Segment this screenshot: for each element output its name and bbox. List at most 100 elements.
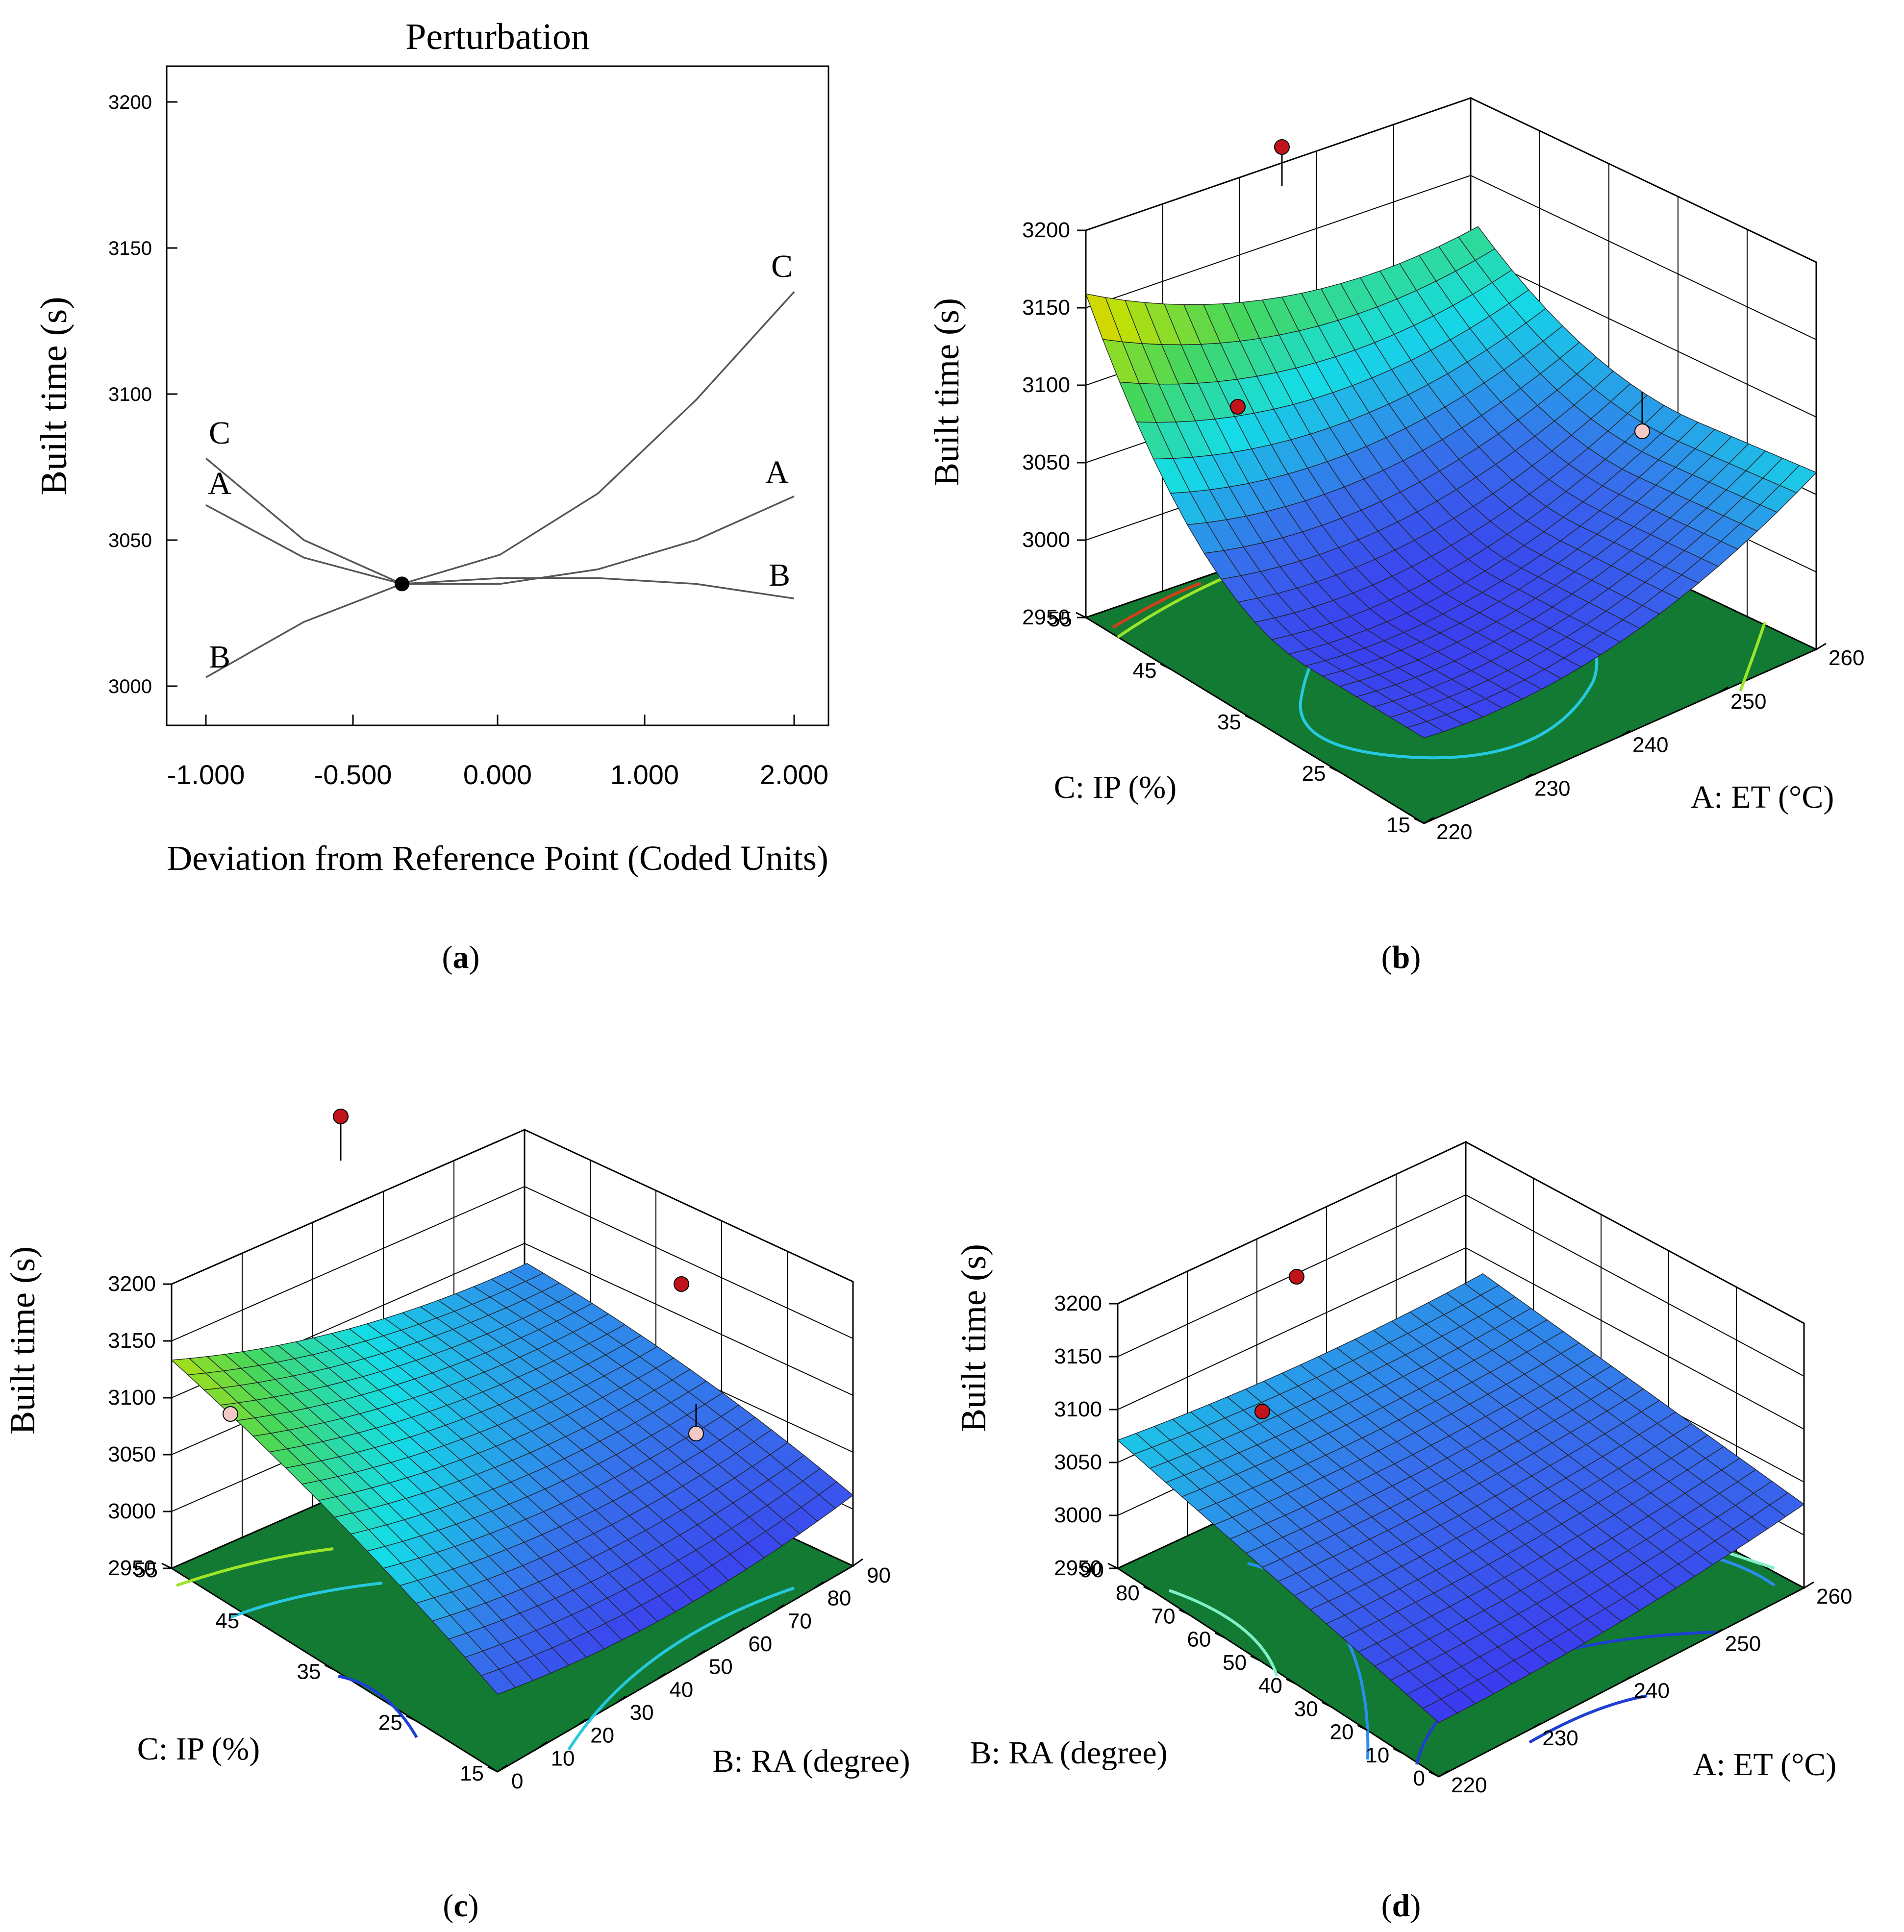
z-tick-label: 3200 [1054, 1291, 1102, 1315]
x-tick-label: 70 [788, 1609, 812, 1633]
wall-grid-line [1117, 1194, 1804, 1377]
z-tick-label: 3000 [108, 1499, 156, 1523]
x-axis-label: A: ET (°C) [1693, 1747, 1837, 1783]
x-tick-label: 80 [827, 1586, 851, 1610]
y-tick-label: 3000 [108, 676, 152, 697]
y-tick-mark [1357, 1725, 1368, 1731]
caption-c-letter: c [453, 1888, 468, 1924]
y-tick-mark [1178, 1609, 1190, 1615]
z-tick-label: 3200 [1022, 218, 1070, 242]
y-tick-mark [1143, 1585, 1154, 1592]
x-tick-label: 250 [1730, 690, 1766, 714]
surface-cell [1406, 721, 1445, 739]
z-tick-label: 2950 [1054, 1556, 1102, 1580]
x-tick-label: 90 [867, 1563, 891, 1587]
caption-d: (d) [1381, 1888, 1421, 1924]
series-line-c [205, 291, 795, 585]
z-tick-label: 3150 [1054, 1344, 1102, 1368]
x-tick-mark [852, 1558, 863, 1567]
z-tick-label: 3000 [1022, 528, 1070, 552]
y-tick-mark [1393, 1748, 1403, 1755]
chart-title: Perturbation [405, 16, 590, 57]
panel-a-perturbation-chart: Perturbation Deviation from Reference Poi… [33, 16, 829, 878]
y-tick-label: 90 [1080, 1558, 1104, 1582]
x-tick-mark [1718, 686, 1729, 694]
z-tick-label: 3050 [1054, 1450, 1102, 1474]
series-line-a [205, 495, 795, 585]
x-tick-label: 0.000 [463, 759, 532, 790]
y-tick-label: 45 [1133, 659, 1157, 683]
series-end-label-a: A [765, 454, 789, 490]
contour-line [1112, 582, 1202, 629]
y-tick-label: 35 [1217, 710, 1241, 734]
y-tick-label: 35 [297, 1660, 321, 1684]
y-tick-mark [1286, 1678, 1297, 1685]
y-tick-label: 15 [1386, 813, 1410, 837]
x-tick-label: 250 [1725, 1632, 1761, 1656]
y-tick-label: 55 [134, 1558, 158, 1582]
contour-line [229, 1582, 383, 1619]
y-tick-label: 3100 [108, 384, 152, 405]
design-point [1289, 1269, 1304, 1285]
design-point [674, 1276, 689, 1292]
y-tick-label: 60 [1187, 1628, 1211, 1652]
x-tick-mark [1529, 1723, 1541, 1731]
panel-b-surface-chart: 3200 3150 3100 3050 3000 2950 Built time (s) 22… [927, 97, 1864, 844]
x-tick-mark [536, 1741, 548, 1750]
y-tick-mark [324, 1664, 335, 1671]
y-tick-label: 10 [1365, 1743, 1389, 1767]
y-tick-label: 3050 [108, 530, 152, 551]
y-axis-label: C: IP (%) [1054, 769, 1177, 805]
x-tick-label: 240 [1634, 1679, 1670, 1703]
surface-cell [480, 1668, 516, 1695]
y-tick-mark [161, 1562, 172, 1569]
z-tick-label: 2950 [108, 1556, 156, 1580]
x-tick-mark [576, 1718, 587, 1727]
z-axis-label: Built time (s) [954, 1244, 993, 1432]
z-tick-label: 3100 [1022, 373, 1070, 397]
y-axis-label: Built time (s) [33, 297, 75, 495]
x-tick-mark [655, 1673, 666, 1681]
design-point [1254, 1404, 1270, 1419]
x-tick-label: 50 [709, 1655, 733, 1679]
y-tick-label: 70 [1152, 1604, 1176, 1628]
y-tick-mark [1107, 1562, 1118, 1569]
y-tick-mark [1214, 1632, 1226, 1639]
x-tick-mark [694, 1650, 705, 1658]
series-end-label-b: B [769, 557, 790, 593]
series-start-label-a: A [208, 466, 231, 501]
x-tick-label: 2.000 [760, 759, 828, 790]
x-tick-label: -1.000 [167, 759, 245, 790]
y-tick-mark [1160, 663, 1171, 670]
x-tick-label: 220 [1451, 1773, 1487, 1797]
x-tick-label: 0 [511, 1769, 523, 1793]
x-tick-label: 40 [669, 1678, 693, 1702]
caption-b: (b) [1381, 940, 1421, 975]
x-tick-label: 220 [1436, 820, 1472, 844]
x-tick-mark [1816, 643, 1827, 650]
x-tick-mark [1620, 730, 1630, 737]
caption-b-letter: b [1392, 940, 1410, 975]
contour-line [176, 1547, 334, 1587]
y-tick-mark [1245, 715, 1255, 721]
contour-line [1169, 1589, 1278, 1677]
z-axis-label: Built time (s) [3, 1246, 42, 1435]
series-line-b [205, 577, 795, 678]
x-axis-label: A: ET (°C) [1691, 779, 1834, 815]
series-start-label-b: B [209, 639, 230, 675]
design-point [223, 1406, 238, 1422]
plot-frame [166, 65, 829, 726]
caption-a: (a) [442, 940, 480, 975]
x-tick-mark [734, 1627, 745, 1635]
x-tick-label: 230 [1534, 776, 1570, 800]
y-tick-label: 3200 [108, 92, 152, 113]
surface-cell [1422, 1699, 1458, 1723]
y-tick-mark [1329, 766, 1340, 773]
x-axis-label: Deviation from Reference Point (Coded Un… [167, 839, 828, 878]
y-tick-mark [1076, 612, 1086, 619]
x-tick-mark [1424, 817, 1434, 824]
caption-d-letter: d [1392, 1888, 1410, 1924]
y-tick-mark [406, 1715, 417, 1722]
